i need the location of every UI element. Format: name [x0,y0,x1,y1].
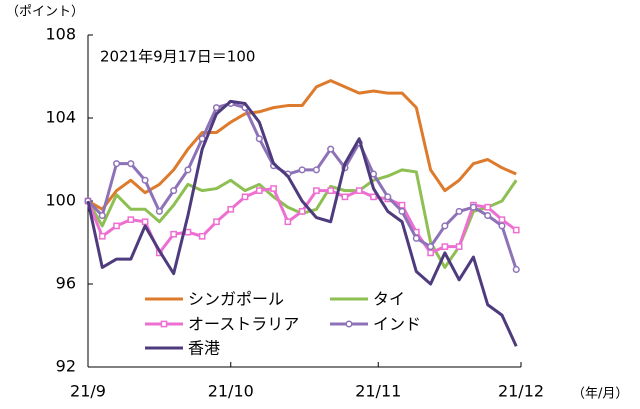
point-marker [213,218,220,226]
point-marker [441,243,449,251]
point-marker [127,216,135,224]
point-marker [270,185,277,192]
point-marker [184,166,192,174]
point-marker [155,207,163,215]
point-marker [512,226,520,234]
point-marker [313,187,320,194]
point-marker [141,218,149,226]
point-marker [441,222,449,230]
point-marker [398,201,406,209]
point-marker [327,145,335,153]
x-tick-label: 21/10 [208,382,254,401]
point-marker [198,232,206,240]
point-marker [384,193,392,201]
point-marker [127,160,135,168]
point-marker [469,203,477,211]
legend-label: タイ [373,290,405,309]
point-marker [412,234,420,242]
point-marker [327,187,335,194]
point-marker [241,193,249,201]
point-marker [512,265,520,274]
point-marker [98,211,106,220]
point-marker [227,205,235,213]
point-marker [113,222,120,230]
series-line [87,79,517,211]
legend-label: インド [373,315,421,334]
legend-marker [160,320,168,328]
x-axis-label: （年/月） [572,387,628,402]
x-tick-label: 21/12 [498,382,544,401]
point-marker [455,207,463,215]
legend-label: オーストラリア [188,315,299,334]
y-axis-label: （ポイント） [6,5,84,20]
point-marker [398,207,406,215]
point-marker [141,176,149,184]
point-marker [427,243,435,251]
annotation: 2021年9月17日＝100 [100,48,255,66]
point-marker [484,211,492,220]
point-marker [341,193,349,201]
y-tick-label: 108 [45,25,76,44]
point-marker [298,208,306,215]
point-marker [370,193,377,201]
y-tick-label: 104 [45,108,76,127]
legend-label: 香港 [188,339,220,358]
point-marker [184,228,192,236]
y-tick-label: 96 [56,274,76,293]
point-marker [170,230,177,238]
point-marker [170,187,178,195]
legend-marker [345,320,353,328]
point-marker [298,166,306,174]
point-marker [484,203,492,211]
point-marker [369,170,378,178]
legend-label: シンガポール [188,290,284,309]
x-tick-label: 21/9 [70,382,106,401]
point-marker [255,135,263,143]
point-marker [427,249,434,257]
point-marker [498,222,506,230]
point-marker [455,243,463,251]
point-marker [255,187,263,194]
point-marker [212,104,221,112]
point-marker [498,216,506,224]
point-marker [284,218,292,226]
series-line [86,99,518,347]
point-marker [312,166,320,174]
point-marker [355,187,363,194]
y-tick-label: 92 [56,357,76,376]
point-marker [98,232,106,240]
y-tick-label: 100 [45,191,76,210]
point-marker [112,160,121,168]
x-tick-label: 21/11 [355,382,401,401]
